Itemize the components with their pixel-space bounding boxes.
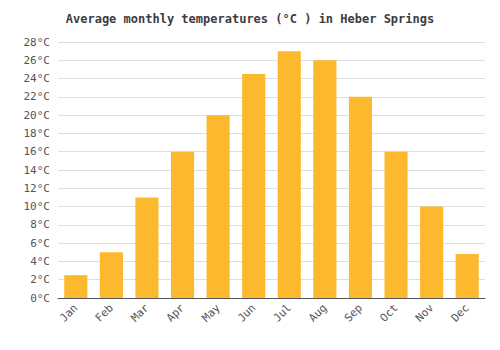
svg-text:10°C: 10°C [24,200,51,213]
svg-text:28°C: 28°C [24,36,51,49]
svg-text:20°C: 20°C [24,109,51,122]
svg-text:18°C: 18°C [24,127,51,140]
svg-text:Aug: Aug [306,301,329,324]
svg-text:6°C: 6°C [30,237,50,250]
svg-text:Jan: Jan [57,301,80,324]
svg-text:Nov: Nov [413,301,436,324]
svg-text:26°C: 26°C [24,54,51,67]
svg-text:Jun: Jun [235,301,258,324]
svg-text:Jul: Jul [271,301,294,324]
svg-text:14°C: 14°C [24,164,51,177]
svg-text:12°C: 12°C [24,182,51,195]
svg-text:Apr: Apr [164,301,187,324]
svg-text:2°C: 2°C [30,273,50,286]
svg-text:8°C: 8°C [30,218,50,231]
svg-text:16°C: 16°C [24,145,51,158]
svg-text:22°C: 22°C [24,90,51,103]
svg-text:Mar: Mar [128,301,151,324]
svg-text:Oct: Oct [377,301,400,324]
svg-text:Dec: Dec [449,301,472,324]
svg-text:4°C: 4°C [30,255,50,268]
svg-text:24°C: 24°C [24,72,51,85]
svg-text:Feb: Feb [93,301,116,324]
svg-text:Average monthly temperatures (: Average monthly temperatures (°C ) in He… [66,12,434,26]
svg-text:May: May [199,301,222,324]
svg-text:0°C: 0°C [30,292,50,305]
svg-text:Sep: Sep [342,301,365,324]
